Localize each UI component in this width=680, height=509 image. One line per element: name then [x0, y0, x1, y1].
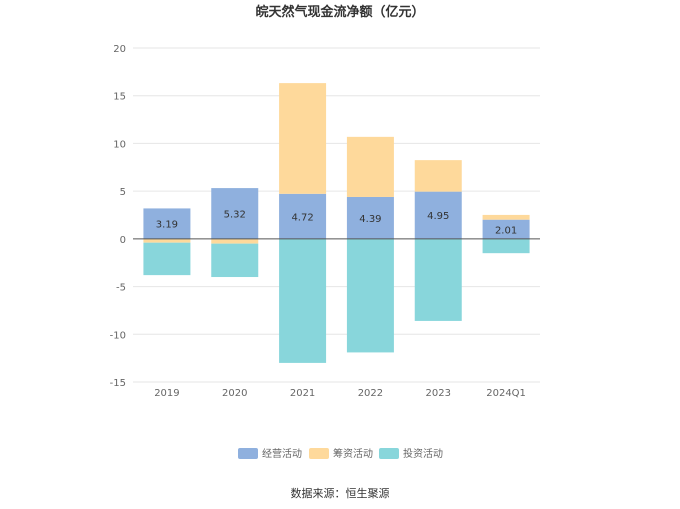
bars: [143, 83, 530, 363]
grid: [133, 47, 540, 383]
bar-segment: [279, 193, 327, 239]
bar-segment: [211, 243, 259, 278]
data-label: 4.95: [427, 211, 449, 222]
bar-segment: [279, 83, 327, 194]
axes: -15 -10 -5 0 5 10 15 20 2019 2020 2021 2022 2023 2024…: [110, 44, 540, 399]
y-tick-label: -15: [110, 378, 126, 389]
legend-swatch: [379, 448, 399, 459]
y-tick-label: 20: [113, 44, 126, 55]
legend-label: 经营活动: [262, 447, 302, 460]
bar-segment: [143, 238, 191, 243]
bar-segment: [414, 191, 462, 239]
x-tick-label: 2021: [290, 388, 315, 399]
bar-segment: [414, 160, 462, 192]
legend-item[interactable]: 投资活动: [379, 447, 443, 460]
data-label: 5.32: [224, 209, 246, 220]
y-tick-label: -5: [116, 283, 126, 294]
x-tick-label: 2024Q1: [486, 388, 526, 399]
bar-segment: [414, 238, 462, 321]
bar-segment: [346, 136, 394, 197]
x-tick-label: 2022: [358, 388, 383, 399]
bar-segment: [211, 238, 259, 244]
data-labels: 3.19 5.32 4.72 4.39 4.95 2.01: [156, 209, 517, 236]
x-tick-label: 2020: [222, 388, 247, 399]
x-tick-label: 2023: [426, 388, 451, 399]
data-label: 4.72: [291, 212, 313, 223]
bar-segment: [482, 214, 530, 220]
bar-segment: [143, 208, 191, 239]
y-tick-label: -10: [110, 330, 126, 341]
legend-label: 筹资活动: [333, 447, 373, 460]
bar-segment: [143, 242, 191, 276]
data-label: 4.39: [359, 214, 381, 225]
x-tick-label: 2019: [154, 388, 179, 399]
legend-swatch: [309, 448, 329, 459]
legend-item[interactable]: 经营活动: [238, 447, 302, 460]
y-tick-label: 0: [120, 235, 126, 246]
legend: 经营活动 筹资活动 投资活动: [238, 447, 443, 460]
legend-item[interactable]: 筹资活动: [309, 447, 373, 460]
legend-swatch: [238, 448, 258, 459]
legend-label: 投资活动: [403, 447, 443, 460]
chart-title: 皖天然气现金流净额（亿元）: [255, 4, 424, 20]
bar-segment: [482, 238, 530, 254]
bar-segment: [482, 219, 530, 239]
bar-segment: [346, 196, 394, 239]
data-label: 3.19: [156, 220, 178, 231]
y-tick-label: 10: [113, 139, 126, 150]
y-tick-label: 15: [113, 92, 126, 103]
bar-segment: [346, 238, 394, 353]
source-note: 数据来源：恒生聚源: [291, 486, 390, 500]
data-label: 2.01: [495, 225, 517, 236]
y-tick-label: 5: [120, 187, 126, 198]
bar-segment: [279, 238, 327, 363]
bar-segment: [211, 188, 259, 239]
